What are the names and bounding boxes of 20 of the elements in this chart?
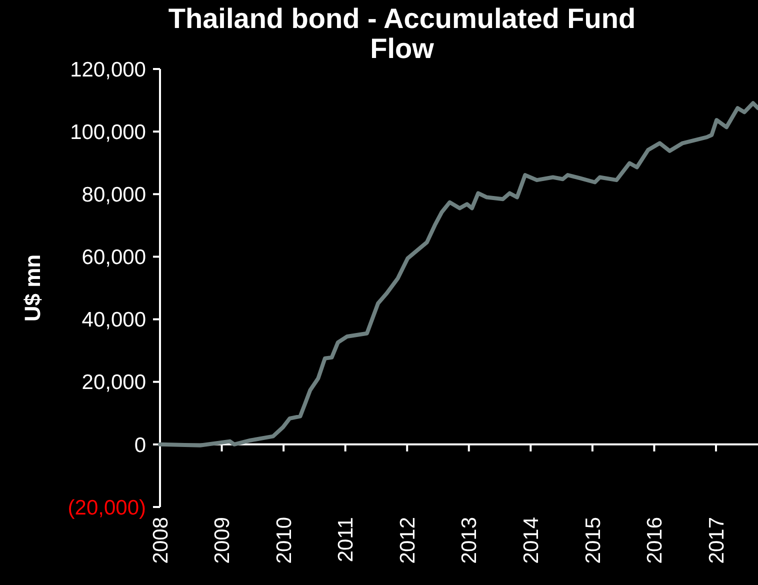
y-tick-label: 20,000	[82, 371, 146, 394]
y-tick-label: 40,000	[82, 308, 146, 332]
y-tick-label: 60,000	[82, 246, 146, 270]
y-tick-label: 0	[134, 434, 146, 457]
y-tick-label: (20,000)	[68, 496, 146, 520]
x-tick-label: 2011	[334, 517, 358, 562]
x-tick-label: 2012	[396, 517, 420, 564]
x-tick-label: 2009	[211, 517, 234, 564]
chart-title: Thailand bond - Accumulated Fund Flow	[168, 3, 636, 64]
y-tick-label: 100,000	[70, 120, 146, 144]
x-tick-label: 2010	[272, 517, 296, 564]
y-tick-label: 80,000	[82, 183, 146, 206]
x-tick-label: 2014	[520, 516, 544, 564]
x-tick-label: 2016	[644, 517, 667, 564]
x-tick-label: 2015	[582, 517, 605, 564]
x-tick-label: 2013	[458, 517, 482, 564]
y-axis-title: U$ mn	[20, 254, 45, 322]
x-tick-label: 2008	[149, 517, 172, 564]
x-tick-label: 2017	[705, 517, 728, 564]
y-tick-label: 120,000	[70, 58, 146, 82]
